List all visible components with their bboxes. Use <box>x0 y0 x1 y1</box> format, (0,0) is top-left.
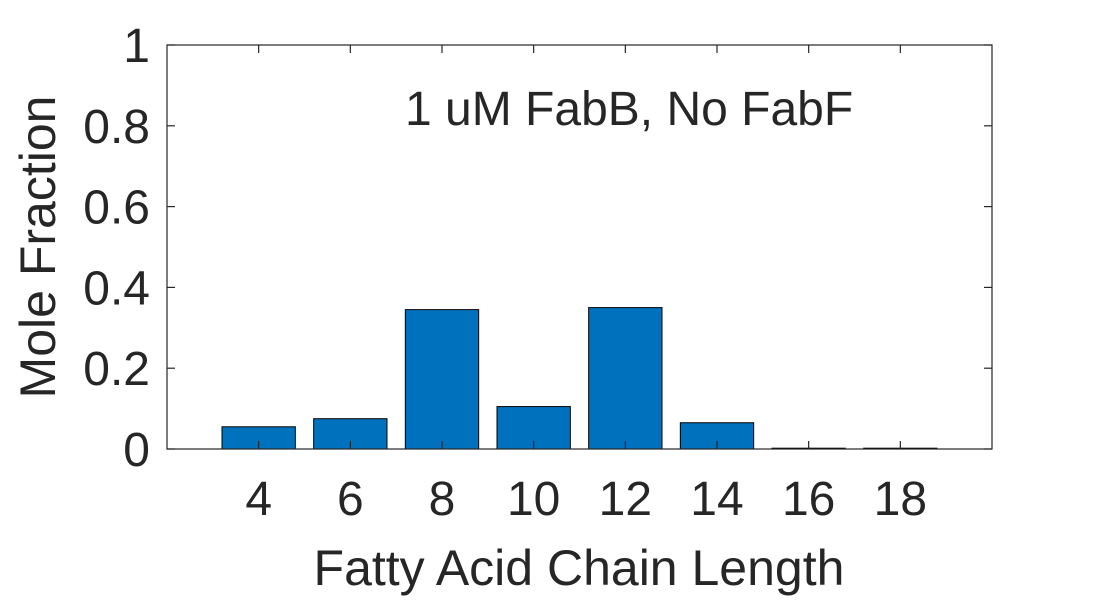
y-tick-labels: 0 0.2 0.4 0.6 0.8 1 <box>83 20 150 477</box>
x-tick-label-10: 10 <box>507 473 560 526</box>
bars-group <box>221 307 938 450</box>
y-tick-label-4: 0.8 <box>83 101 150 154</box>
x-axis-label: Fatty Acid Chain Length <box>314 540 845 596</box>
x-tick-label-14: 14 <box>690 473 743 526</box>
ticks-group <box>167 44 992 450</box>
y-axis-label: Mole Fraction <box>10 96 66 399</box>
x-tick-labels: 4 6 8 10 12 14 16 18 <box>245 473 927 526</box>
x-tick-label-12: 12 <box>599 473 652 526</box>
plot-frame <box>166 44 993 450</box>
bar-12 <box>588 307 663 450</box>
x-tick-label-16: 16 <box>782 473 835 526</box>
x-tick-label-4: 4 <box>245 473 272 526</box>
y-tick-label-1: 0.2 <box>83 343 150 396</box>
x-tick-label-18: 18 <box>874 473 927 526</box>
y-tick-label-0: 0 <box>123 424 150 477</box>
y-tick-label-3: 0.6 <box>83 182 150 235</box>
y-tick-label-5: 1 <box>123 20 150 73</box>
chart-annotation: 1 uM FabB, No FabF <box>405 83 853 136</box>
y-tick-label-2: 0.4 <box>83 262 150 315</box>
x-tick-label-6: 6 <box>337 473 364 526</box>
bar-8 <box>404 309 480 450</box>
plot-area <box>167 45 992 449</box>
x-tick-label-8: 8 <box>429 473 456 526</box>
